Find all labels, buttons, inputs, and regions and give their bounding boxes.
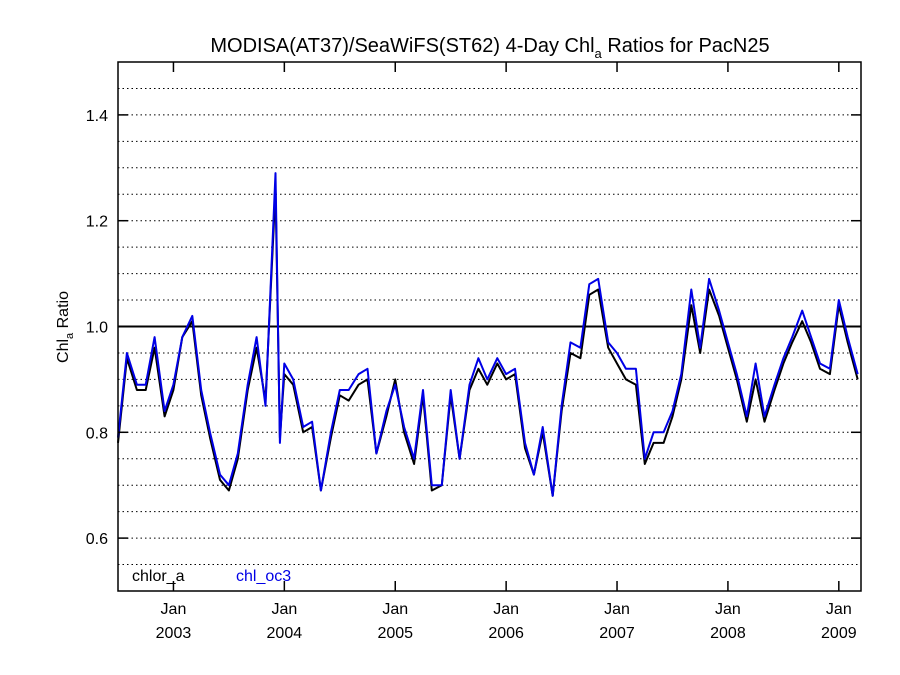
x-tick-month-label: Jan [493,601,519,618]
x-tick-year-label: 2003 [156,625,192,642]
legend-entry-chlor-a: chlor_a [132,568,185,585]
y-axis-label-main: Chl [55,339,72,363]
x-tick-month-label: Jan [604,601,630,618]
y-tick-label: 0.6 [86,531,108,548]
x-tick-year-label: 2006 [488,625,524,642]
series-line-chlor-a [117,188,859,497]
x-tick-month-label: Jan [271,601,297,618]
x-tick-year-label: 2007 [599,625,635,642]
legend-entry-chl-oc3: chl_oc3 [236,568,291,585]
series-layer [117,172,859,497]
y-tick-label: 1.2 [86,214,108,231]
x-tick-month-label: Jan [382,601,408,618]
x-tick-year-label: 2005 [377,625,413,642]
y-axis-label-tail: Ratio [55,291,72,333]
x-tick-year-label: 2008 [710,625,746,642]
chart-title: MODISA(AT37)/SeaWiFS(ST62) 4-Day Chla Ra… [210,35,769,61]
x-tick-year-label: 2009 [821,625,857,642]
x-tick-month-label: Jan [826,601,852,618]
y-tick-label: 1.0 [86,320,108,337]
series-line-chl-oc3 [117,172,859,497]
chart-title-tail: Ratios for PacN25 [602,35,770,57]
y-axis-label: Chla Ratio [55,291,76,363]
y-ticks: 0.6 0.8 1.0 1.2 1.4 [86,108,861,548]
chart-title-sub: a [595,46,603,61]
y-axis-label-sub: a [64,332,76,339]
x-tick-month-label: Jan [715,601,741,618]
chart-title-main: MODISA(AT37)/SeaWiFS(ST62) 4-Day Chl [210,35,594,57]
legend: chlor_a chl_oc3 [132,568,291,585]
x-tick-month-label: Jan [161,601,187,618]
y-tick-label: 0.8 [86,425,108,442]
x-tick-year-label: 2004 [267,625,303,642]
y-tick-label: 1.4 [86,108,108,125]
x-ticks: Jan 2003 Jan 2004 Jan 2005 Jan 2006 Jan 2007 Jan 20… [156,62,857,642]
